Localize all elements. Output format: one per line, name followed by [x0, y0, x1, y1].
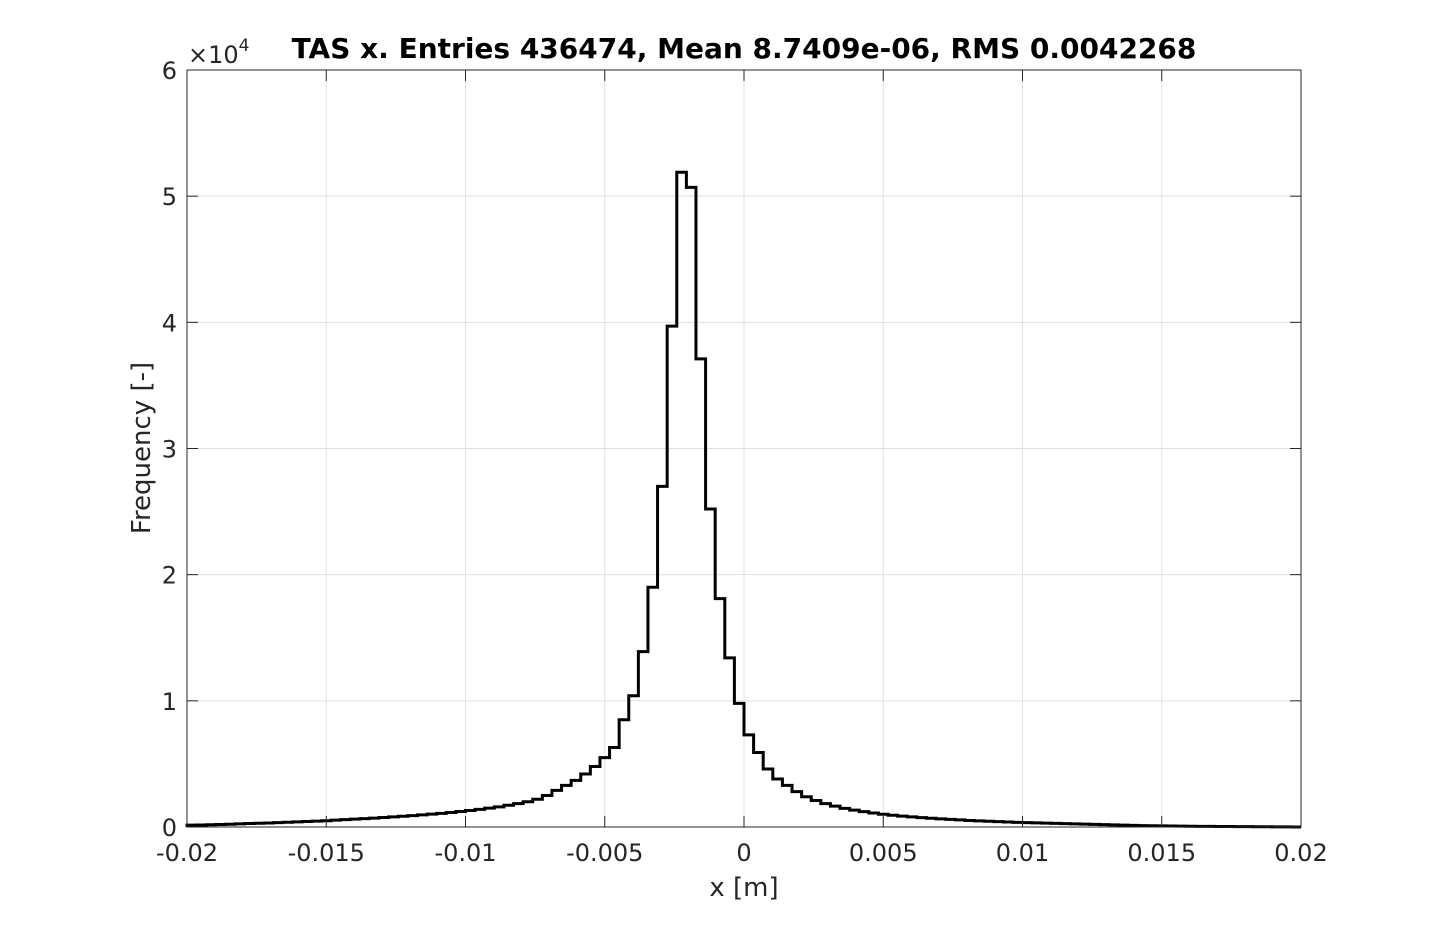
y-axis-multiplier-exponent: 4 — [239, 36, 250, 56]
chart-title: TAS x. Entries 436474, Mean 8.7409e-06, … — [292, 32, 1197, 65]
x-tick-label: -0.02 — [156, 839, 218, 867]
x-tick-label: 0.005 — [849, 839, 918, 867]
y-axis-multiplier-base: ×10 — [188, 41, 239, 69]
x-tick-label: 0.015 — [1127, 839, 1196, 867]
y-tick-label: 1 — [162, 688, 177, 716]
x-axis-label: x [m] — [709, 873, 778, 903]
y-tick-label: 5 — [162, 183, 177, 211]
x-tick-label: 0.02 — [1274, 839, 1327, 867]
x-tick-label: 0 — [736, 839, 751, 867]
histogram-outline — [185, 170, 1301, 829]
y-tick-label: 6 — [162, 57, 177, 85]
x-tick-label: 0.01 — [996, 839, 1049, 867]
x-tick-label: -0.005 — [566, 839, 643, 867]
x-tick-label: -0.01 — [434, 839, 496, 867]
x-tick-labels: -0.02 -0.015 -0.01 -0.005 0 0.005 0.01 0.015 0.0… — [156, 839, 1328, 867]
y-tick-label: 0 — [162, 814, 177, 842]
y-tick-labels: 0 1 2 3 4 5 6 — [162, 57, 177, 842]
y-axis-multiplier: ×104 — [188, 36, 249, 69]
y-tick-label: 2 — [162, 562, 177, 590]
x-tick-label: -0.015 — [288, 839, 365, 867]
y-tick-label: 4 — [162, 309, 177, 337]
y-axis-label: Frequency [-] — [127, 362, 157, 534]
y-tick-label: 3 — [162, 436, 177, 464]
axis-ticks — [186, 69, 1302, 828]
histogram-bars — [185, 170, 1301, 829]
